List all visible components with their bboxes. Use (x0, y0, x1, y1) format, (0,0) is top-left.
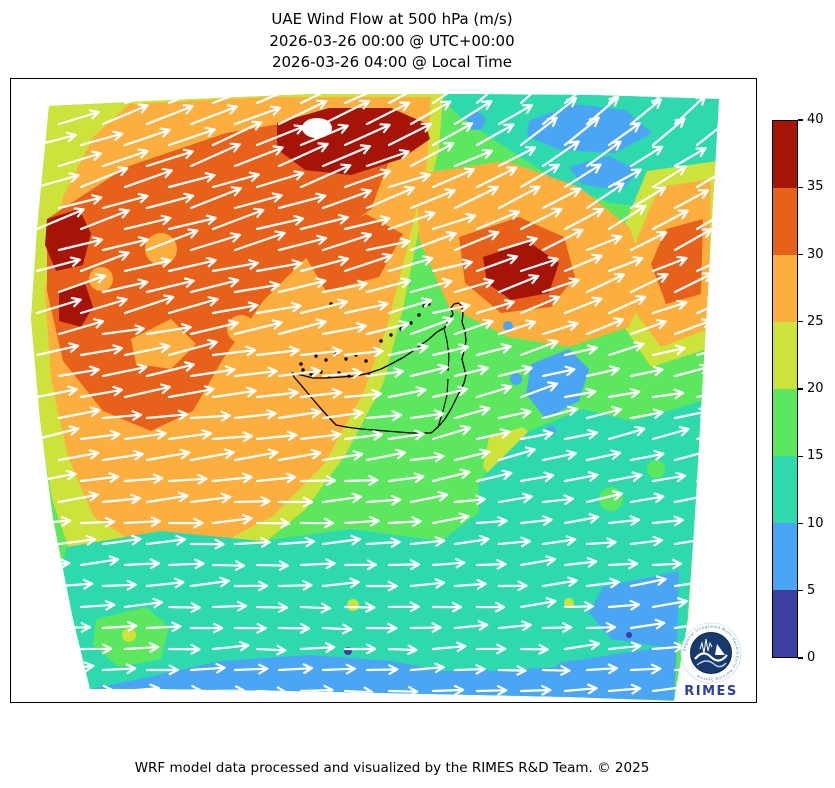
colorbar-tick-mark (798, 455, 803, 457)
colorbar-tick-label: 15 (807, 448, 824, 464)
colorbar-tick-mark (798, 388, 803, 390)
title-line-2: 2026-03-26 00:00 @ UTC+00:00 (269, 31, 515, 50)
colorbar-bar (772, 120, 798, 658)
colorbar: 40 35 30 25 20 15 10 5 0 (772, 112, 834, 665)
colorbar-band-blue (773, 523, 797, 590)
colorbar-tick-mark (798, 321, 803, 323)
bottom-yg-dot-2 (564, 598, 574, 608)
colorbar-tick-label: 20 (807, 381, 824, 396)
band-teal-patch (456, 627, 579, 671)
blue-streak-c (569, 156, 639, 191)
mid-blue-dot-1 (510, 373, 522, 385)
mid-blue-dot-3 (503, 321, 513, 331)
colorbar-tick-mark (798, 590, 803, 592)
title-line-1: UAE Wind Flow at 500 hPa (m/s) (271, 10, 513, 28)
title-line-3: 2026-03-26 04:00 @ Local Time (271, 53, 513, 71)
colorbar-band-teal (773, 456, 797, 523)
colorbar-band-navy (773, 590, 797, 657)
colorbar-tick-mark (798, 253, 803, 256)
plot-title: UAE Wind Flow at 500 hPa (m/s) 2026-03-2… (0, 9, 784, 74)
colorbar-tick-label: 40 (807, 112, 824, 127)
darkred-left-a (45, 209, 91, 271)
red-tongue (301, 214, 403, 291)
navy-dot-2 (626, 632, 632, 638)
colorbar-band-yellowgreen (773, 322, 797, 389)
colorbar-tick-label: 10 (807, 515, 824, 531)
colorbar-tick-mark (798, 186, 803, 188)
plot-frame: Regional Integrated Multi-Hazard Early W… (10, 78, 757, 703)
rimes-logo-label: RIMES (684, 684, 738, 699)
colorbar-band-orangered (773, 188, 797, 255)
colorbar-band-orange (773, 255, 797, 322)
footer-credit: WRF model data processed and visualized … (134, 760, 650, 776)
bottom-yg-dot-1 (347, 599, 359, 611)
colorbar-tick-label: 0 (807, 650, 816, 665)
colorbar-tick-label: 35 (807, 179, 824, 195)
map-svg: Regional Integrated Multi-Hazard Early W… (31, 94, 742, 701)
colorbar-band-green (773, 389, 797, 456)
uae-border (291, 302, 467, 434)
colorbar-band-darkred (773, 121, 797, 188)
colorbar-tick-mark (798, 119, 803, 121)
rimes-logo: Regional Integrated Multi-Hazard Early W… (680, 622, 742, 699)
colorbar-tick-mark (798, 522, 803, 525)
colorbar-tick-mark (798, 657, 803, 659)
colorbar-tick-label: 5 (807, 582, 816, 598)
colorbar-tick-label: 30 (807, 246, 824, 262)
bl-yellowgreen-dot (122, 628, 136, 642)
colorbar-tick-label: 25 (807, 313, 824, 329)
teal-green-hole-2 (647, 460, 665, 478)
